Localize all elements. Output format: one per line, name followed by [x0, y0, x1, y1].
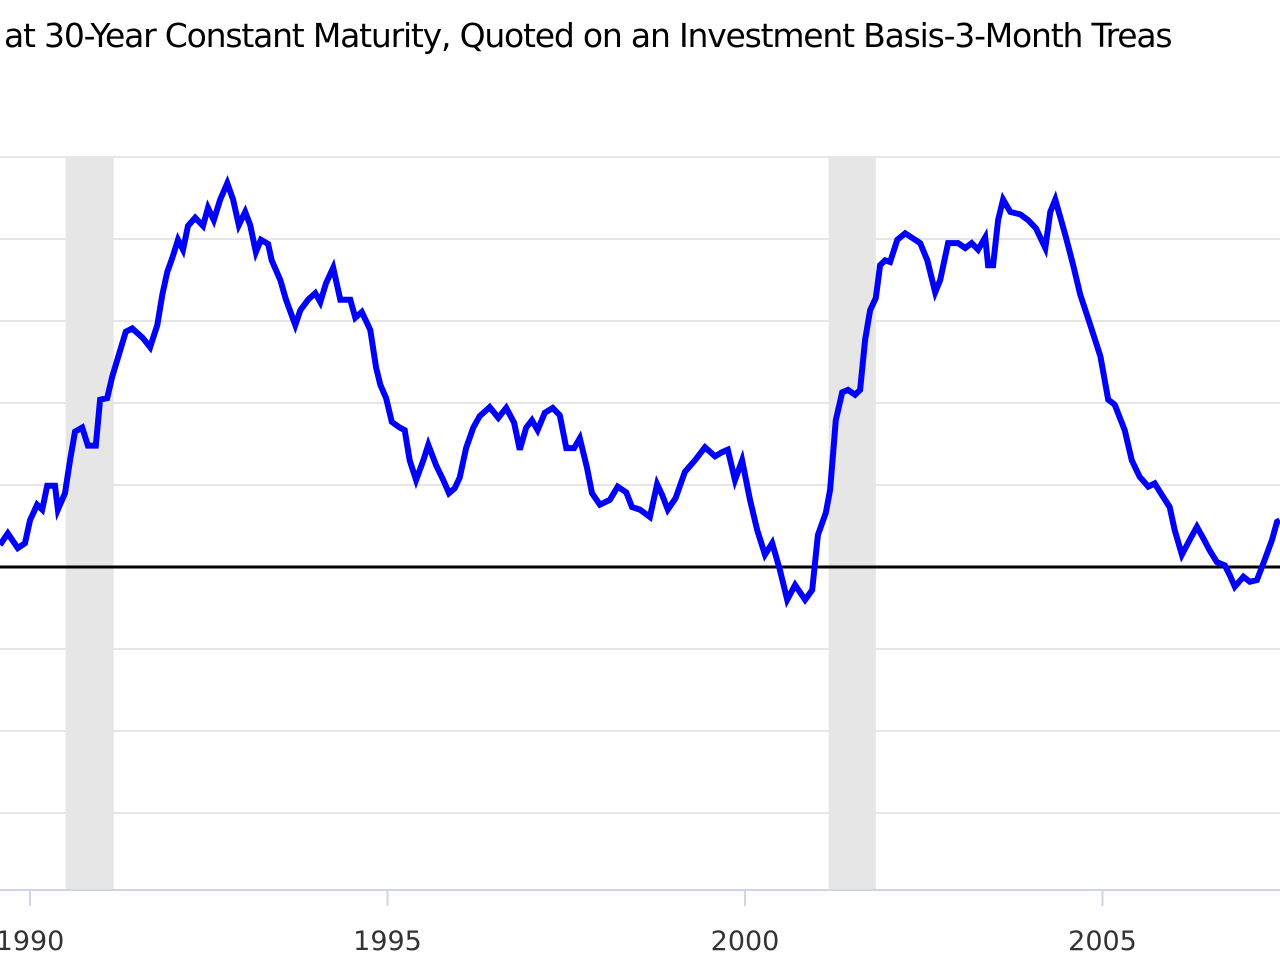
x-tick-label: 2005 — [1068, 926, 1137, 957]
series-line — [0, 174, 1280, 609]
recession-band — [65, 158, 114, 890]
x-tick-label: 2000 — [711, 926, 780, 957]
chart-title: at 30-Year Constant Maturity, Quoted on … — [4, 16, 1173, 55]
recession-band — [828, 158, 876, 890]
x-tick-label: 1995 — [353, 926, 422, 957]
x-tick-label: 1990 — [0, 926, 64, 957]
